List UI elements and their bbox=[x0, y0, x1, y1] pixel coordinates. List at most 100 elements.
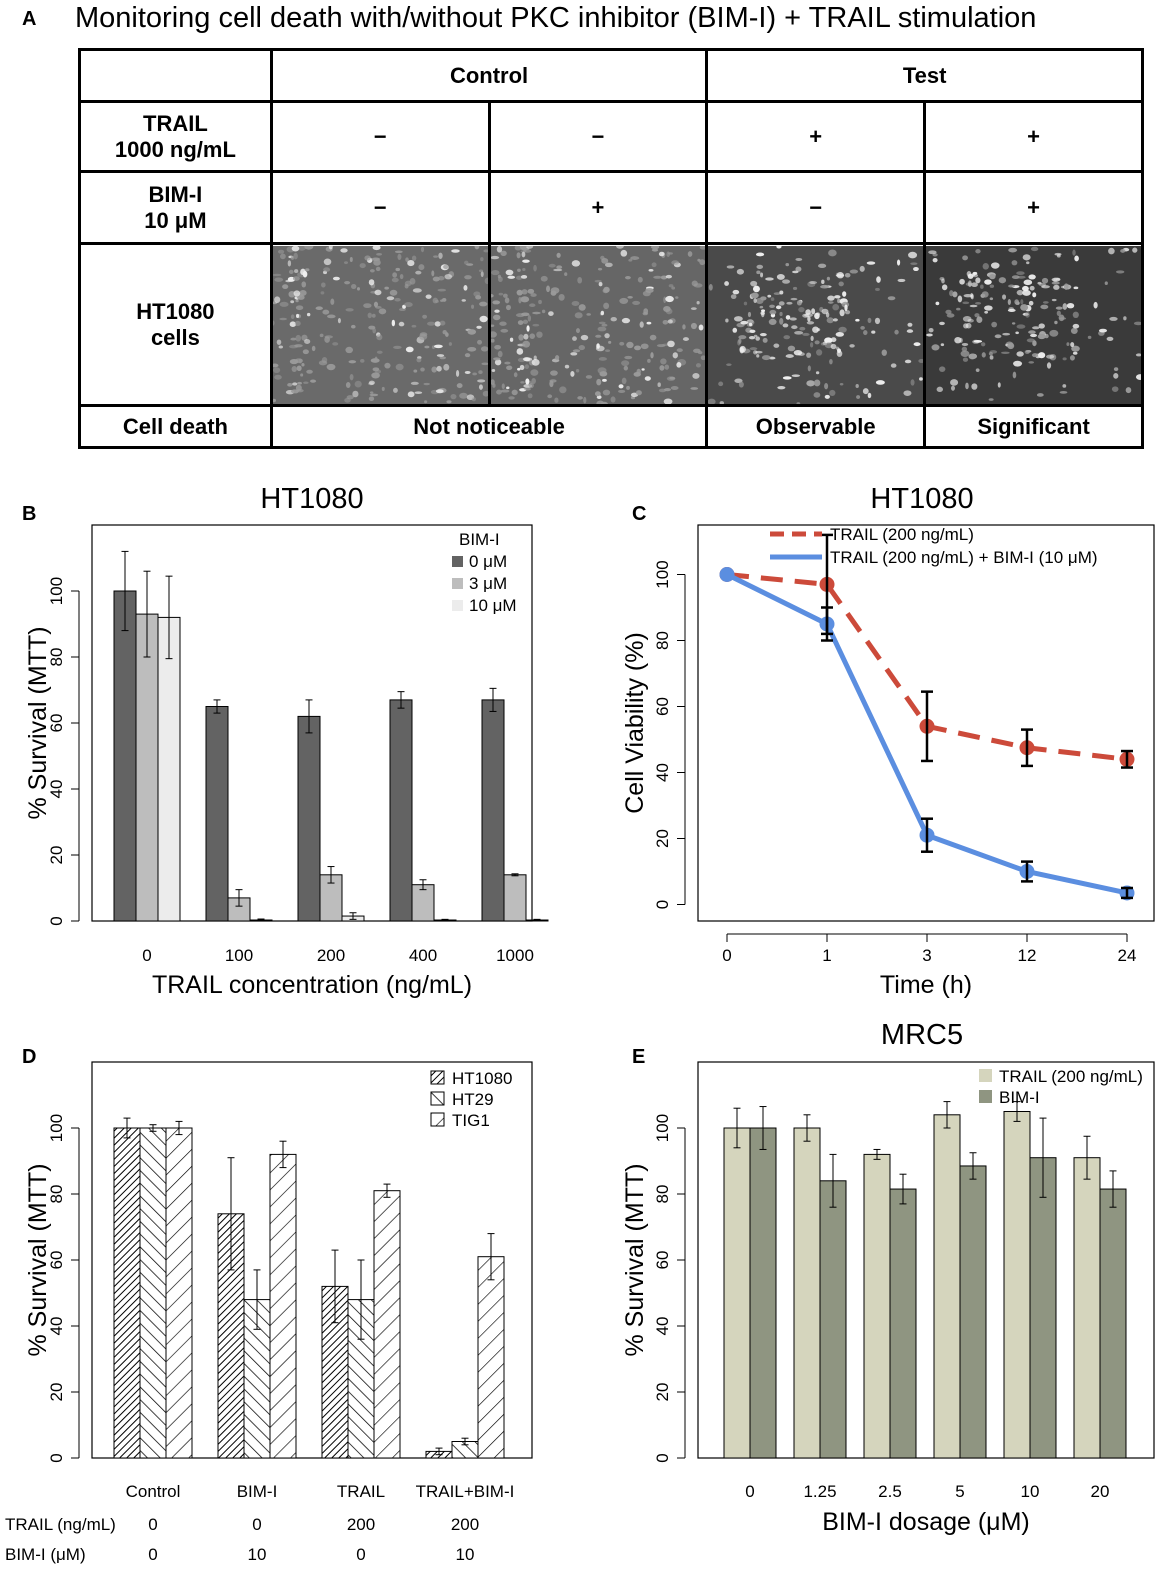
cell-speck bbox=[690, 322, 697, 329]
cell-speck bbox=[1028, 300, 1034, 306]
cell-speck bbox=[411, 254, 417, 261]
cell-speck bbox=[828, 249, 837, 256]
cell-speck bbox=[826, 316, 835, 323]
table-corner-cell bbox=[78, 48, 273, 103]
cell-speck bbox=[409, 277, 416, 285]
cell-speck bbox=[693, 282, 702, 288]
bar bbox=[205, 706, 229, 922]
cell-speck bbox=[782, 278, 791, 284]
y-axis-title: Cell Viability (%) bbox=[621, 632, 649, 814]
cell-speck bbox=[1014, 298, 1020, 305]
cell-speck bbox=[726, 264, 735, 269]
cell-speck bbox=[1032, 325, 1040, 329]
cell-speck bbox=[391, 319, 395, 326]
cell-speck bbox=[1113, 372, 1119, 379]
cell-speck bbox=[907, 328, 914, 333]
cell-speck bbox=[550, 286, 559, 294]
cell-speck bbox=[598, 281, 603, 286]
cell-speck bbox=[970, 293, 974, 299]
bar bbox=[793, 1127, 821, 1459]
cell-speck bbox=[490, 293, 494, 298]
cell-speck bbox=[571, 259, 580, 267]
cell-speck bbox=[507, 395, 515, 400]
cell-speck bbox=[472, 372, 477, 375]
cell-speck bbox=[624, 275, 631, 279]
cell-speck bbox=[354, 380, 362, 388]
cell-speck bbox=[659, 357, 667, 365]
cell-speck bbox=[293, 268, 299, 273]
cell-speck bbox=[574, 311, 583, 318]
cell-speck bbox=[687, 250, 692, 257]
trail-value: + bbox=[923, 100, 1144, 173]
x-tick-label: 1.25 bbox=[803, 1482, 836, 1501]
cell-speck bbox=[496, 245, 502, 253]
cell-speck bbox=[658, 364, 664, 371]
x-tick-label: BIM-I bbox=[237, 1482, 278, 1501]
legend-label: HT29 bbox=[452, 1090, 494, 1109]
trail-value: − bbox=[269, 100, 491, 173]
cell-speck bbox=[476, 378, 485, 383]
cell-speck bbox=[662, 305, 671, 312]
cell-speck bbox=[786, 314, 791, 320]
cell-speck bbox=[718, 381, 724, 386]
y-tick-label: 20 bbox=[47, 846, 66, 865]
cell-speck bbox=[397, 253, 402, 260]
cell-speck bbox=[1026, 260, 1030, 264]
cell-speck bbox=[376, 350, 383, 354]
cell-speck bbox=[749, 329, 756, 333]
cell-speck bbox=[598, 356, 607, 361]
bar bbox=[1029, 1157, 1057, 1459]
cell-speck bbox=[490, 269, 500, 275]
cell-speck bbox=[972, 273, 979, 277]
micrograph-texture bbox=[708, 245, 924, 404]
y-tick-label: 80 bbox=[653, 631, 672, 650]
cell-speck bbox=[295, 388, 304, 392]
cell-speck bbox=[367, 312, 372, 318]
cell-speck bbox=[1108, 247, 1115, 254]
legend-label: 3 μM bbox=[469, 574, 507, 593]
cell-speck bbox=[997, 381, 1001, 388]
cell-speck bbox=[954, 336, 962, 343]
cell-speck bbox=[422, 314, 427, 319]
cell-speck bbox=[571, 300, 579, 306]
cell-speck bbox=[461, 298, 466, 302]
cell-speck bbox=[849, 343, 856, 348]
panel-letter: C bbox=[632, 503, 646, 525]
cell-speck bbox=[516, 367, 521, 371]
trail-value: + bbox=[705, 100, 927, 173]
cell-speck bbox=[1030, 333, 1038, 337]
cell-speck bbox=[618, 297, 628, 304]
y-tick-label: 0 bbox=[47, 1453, 66, 1462]
cell-speck bbox=[384, 362, 391, 369]
cell-speck bbox=[991, 321, 998, 327]
cell-speck bbox=[528, 332, 535, 339]
cell-speck bbox=[945, 309, 952, 314]
cell-speck bbox=[391, 277, 399, 282]
death-value: Significant bbox=[923, 404, 1144, 449]
cell-speck bbox=[1051, 277, 1061, 282]
legend-label: TRAIL (200 ng/mL) + BIM-I (10 μM) bbox=[830, 548, 1098, 567]
legend-label: HT1080 bbox=[452, 1069, 512, 1088]
cell-speck bbox=[602, 286, 610, 293]
legend-swatch bbox=[979, 1069, 992, 1082]
cell-speck bbox=[372, 327, 376, 333]
cell-speck bbox=[578, 303, 586, 311]
cell-speck bbox=[664, 295, 674, 302]
cell-speck bbox=[1072, 249, 1076, 256]
cell-speck bbox=[968, 279, 972, 287]
cell-speck bbox=[1024, 349, 1030, 354]
cell-speck bbox=[815, 311, 821, 316]
y-tick-label: 20 bbox=[653, 829, 672, 848]
x-tick-label: 400 bbox=[409, 946, 437, 965]
bar bbox=[373, 1190, 401, 1459]
cell-speck bbox=[725, 318, 729, 323]
cell-speck bbox=[1020, 298, 1024, 305]
cell-speck bbox=[698, 324, 703, 330]
cell-speck bbox=[279, 317, 287, 320]
cell-speck bbox=[414, 390, 422, 394]
cell-speck bbox=[291, 245, 300, 251]
cell-speck bbox=[1059, 390, 1068, 394]
cell-speck bbox=[556, 252, 561, 258]
cell-speck bbox=[403, 301, 413, 307]
